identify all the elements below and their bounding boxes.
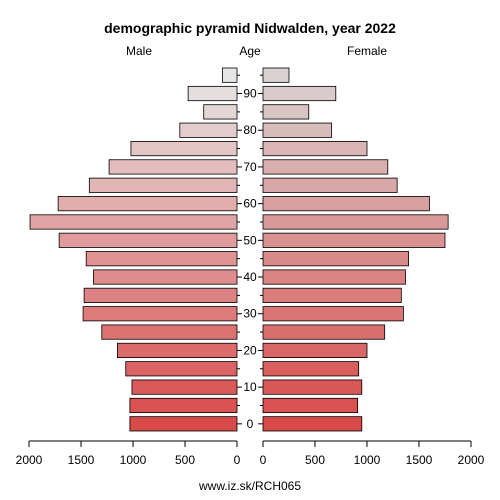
- female-bar: [262, 379, 363, 395]
- female-bar: [262, 140, 368, 157]
- footer-url: www.iz.sk/RCH065: [198, 479, 301, 493]
- male-bar: [93, 269, 238, 285]
- x-tick-label: 1500: [68, 453, 95, 467]
- male-bar: [222, 67, 238, 83]
- age-tick-label: 60: [243, 197, 257, 211]
- x-tick-label: 1000: [120, 453, 147, 467]
- female-bar: [262, 251, 410, 267]
- x-tick-label: 500: [305, 453, 325, 467]
- male-bar: [85, 251, 238, 267]
- male-bar: [129, 416, 238, 432]
- chart-title: demographic pyramid Nidwalden, year 2022: [104, 20, 396, 36]
- male-bar: [57, 196, 238, 212]
- female-bar: [262, 85, 337, 102]
- male-bar: [131, 379, 238, 395]
- age-tick-label: 20: [243, 343, 257, 357]
- age-tick-label: 10: [243, 380, 257, 394]
- female-bar: [262, 416, 363, 432]
- age-label: Age: [239, 44, 261, 58]
- male-bar: [29, 214, 238, 230]
- female-bar: [262, 269, 406, 285]
- male-bar: [101, 324, 238, 340]
- male-bar: [129, 397, 238, 414]
- female-bar: [262, 214, 449, 230]
- female-bars: [262, 67, 449, 432]
- x-tick-label: 0: [260, 453, 267, 467]
- female-bar: [262, 177, 398, 193]
- male-bar: [108, 159, 238, 175]
- male-bar: [82, 306, 238, 322]
- male-label: Male: [126, 44, 152, 58]
- x-tick-label: 1000: [354, 453, 381, 467]
- male-bar: [187, 85, 238, 102]
- age-tick-label: 90: [243, 87, 257, 101]
- male-bar: [58, 232, 238, 248]
- female-bar: [262, 342, 368, 359]
- male-bar: [88, 177, 238, 193]
- x-tick-label: 1500: [406, 453, 433, 467]
- age-tick-label: 50: [243, 233, 257, 247]
- x-tick-label: 2000: [458, 453, 485, 467]
- female-bar: [262, 104, 310, 120]
- x-tick-label: 0: [234, 453, 241, 467]
- age-tick-label: 80: [243, 123, 257, 137]
- female-bar: [262, 306, 404, 322]
- age-axis: 0 10 20 30 40 50 60 70 80 90: [237, 74, 263, 431]
- male-bars: [29, 67, 238, 432]
- female-bar: [262, 122, 333, 138]
- age-tick-label: 0: [247, 417, 254, 431]
- female-bar: [262, 287, 402, 303]
- male-bar: [125, 361, 238, 377]
- x-tick-label: 2000: [16, 453, 43, 467]
- age-tick-label: 30: [243, 307, 257, 321]
- male-bar: [179, 122, 238, 138]
- female-bar: [262, 67, 290, 83]
- x-axis: 2000 1500 1000 500 0 500 1000 1500 2000 0: [16, 440, 485, 467]
- female-bar: [262, 397, 359, 414]
- male-bar: [130, 140, 238, 157]
- age-tick-label: 70: [243, 160, 257, 174]
- male-bar: [117, 342, 238, 359]
- female-bar: [262, 196, 430, 212]
- female-bar: [262, 324, 386, 340]
- x-tick-label: 500: [175, 453, 195, 467]
- female-bar: [262, 361, 360, 377]
- female-bar: [262, 159, 389, 175]
- male-bar: [203, 104, 238, 120]
- male-bar: [83, 287, 238, 303]
- female-bar: [262, 232, 446, 248]
- female-label: Female: [347, 44, 387, 58]
- age-tick-label: 40: [243, 270, 257, 284]
